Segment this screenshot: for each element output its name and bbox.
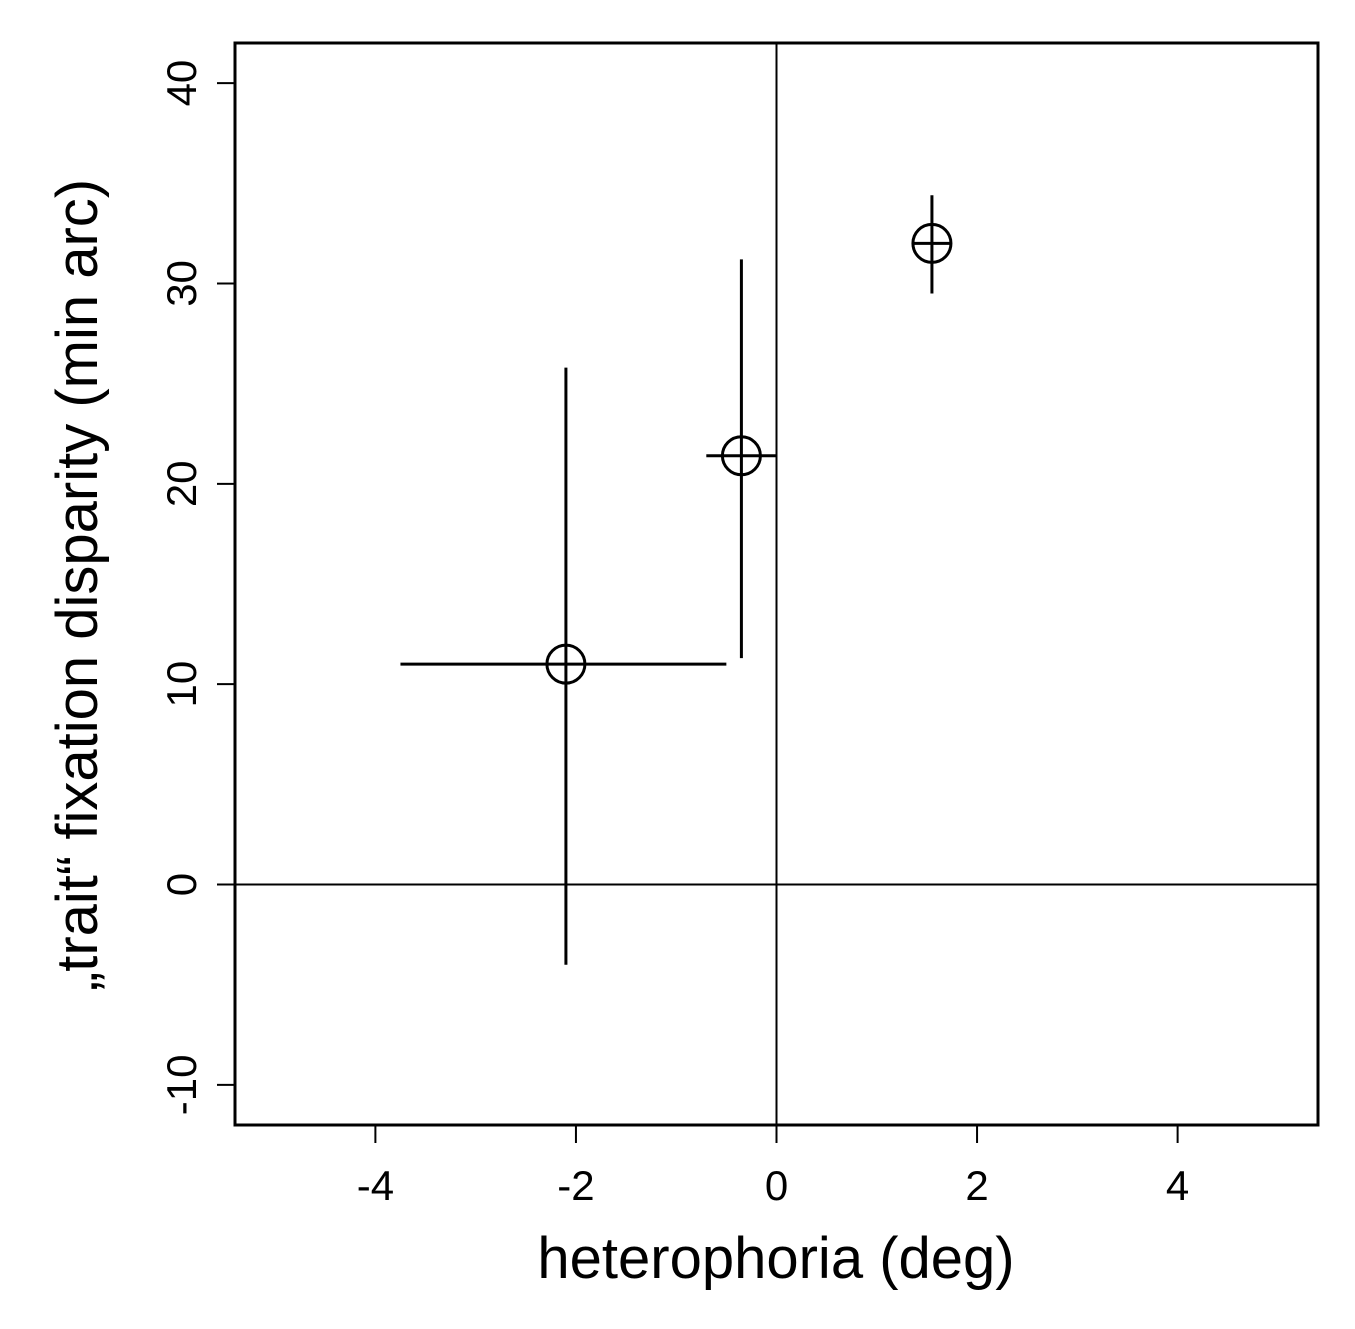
data-point-marker — [720, 435, 762, 477]
y-tick-label: 10 — [158, 661, 205, 708]
x-tick-label: 0 — [765, 1162, 788, 1209]
y-axis-ticks: -10 0 10 20 30 40 — [158, 60, 235, 1116]
y-tick-label: 40 — [158, 60, 205, 107]
data-points — [400, 195, 953, 965]
x-tick-label: -4 — [357, 1162, 394, 1209]
x-tick-label: 4 — [1166, 1162, 1189, 1209]
y-tick-label: 20 — [158, 460, 205, 507]
data-point-marker — [911, 222, 953, 264]
y-axis-title: „trait“ fixation disparity (min arc) — [45, 179, 110, 991]
x-tick-label: -2 — [557, 1162, 594, 1209]
y-tick-label: 0 — [158, 873, 205, 896]
x-axis-title: heterophoria (deg) — [537, 1226, 1014, 1291]
y-tick-label: -10 — [158, 1055, 205, 1116]
x-tick-label: 2 — [965, 1162, 988, 1209]
y-tick-label: 30 — [158, 260, 205, 307]
x-axis-ticks: -4 -2 0 2 4 — [357, 1125, 1189, 1209]
data-point-marker — [545, 643, 587, 685]
